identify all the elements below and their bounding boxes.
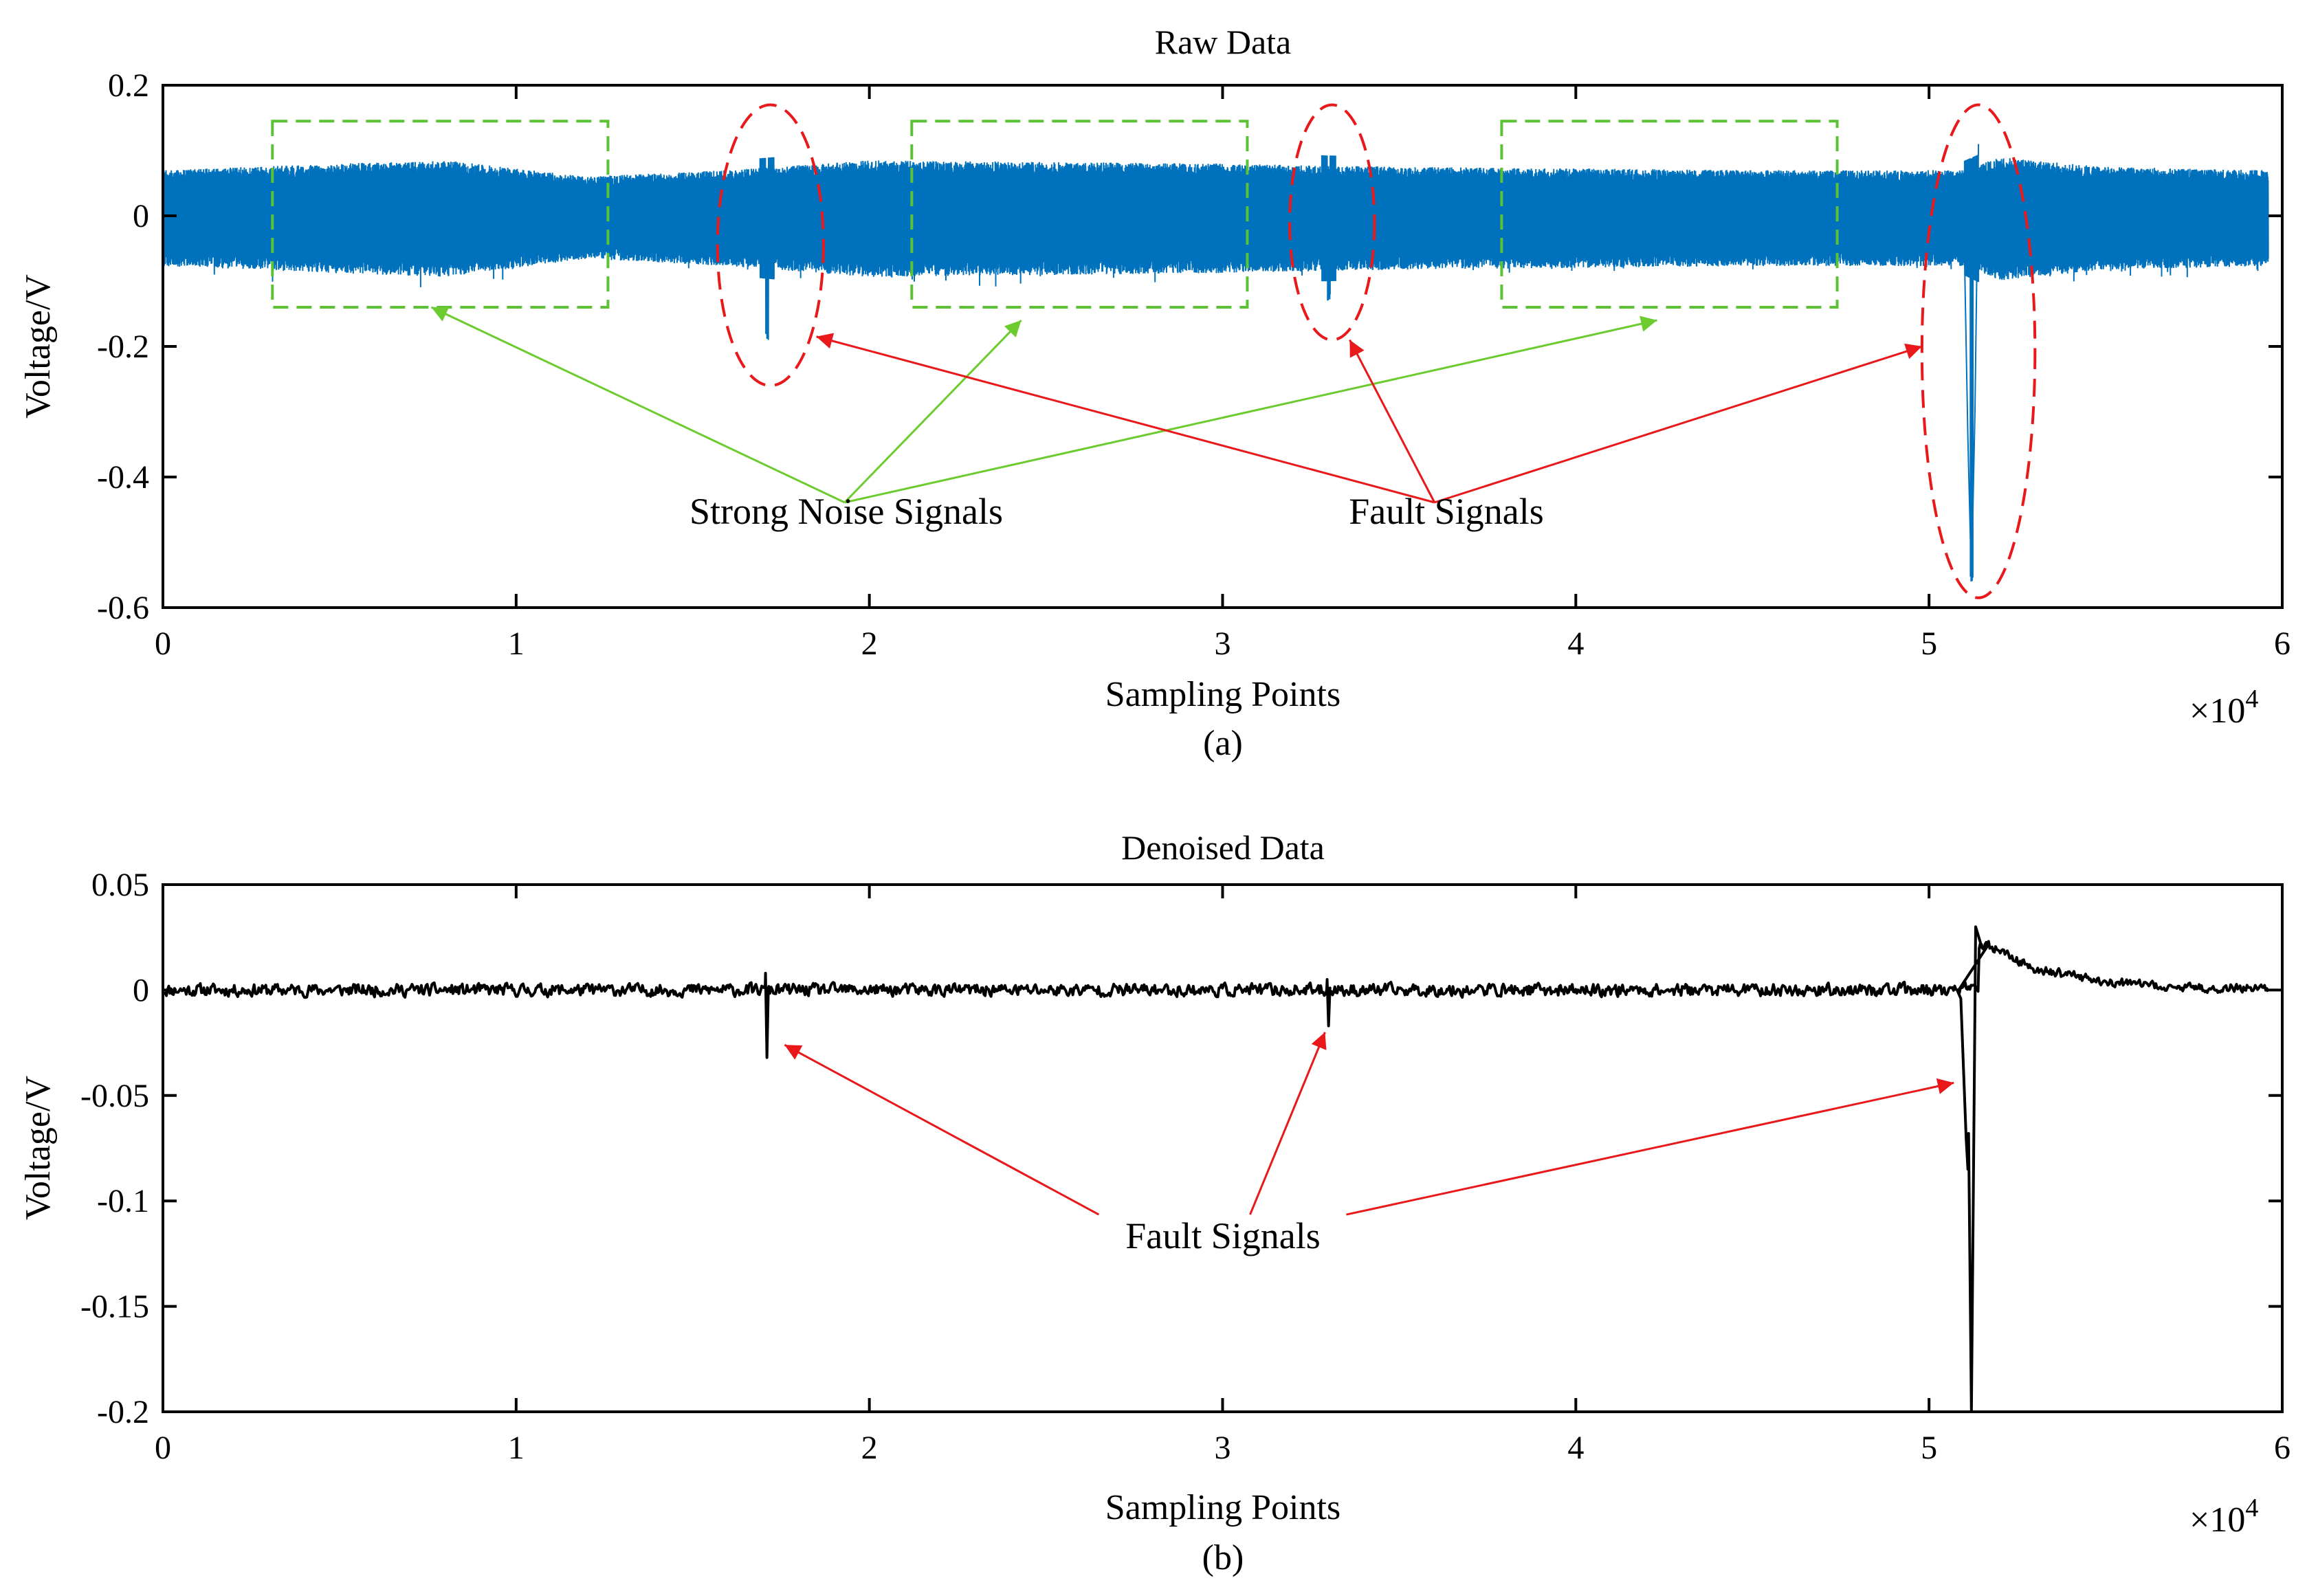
- panel-a-x-axis-label: Sampling Points: [1105, 675, 1340, 714]
- panel-b-title: Denoised Data: [1121, 828, 1325, 867]
- x-tick-label: 2: [861, 1430, 878, 1466]
- panel-b-x-multiplier: ×104: [2189, 1494, 2258, 1540]
- y-tick-label: -0.4: [97, 459, 149, 496]
- x-tick-label: 4: [1567, 625, 1584, 662]
- panel-b-ticks: [162, 883, 2284, 1413]
- panel-a-ticks: [162, 84, 2284, 609]
- panel-a: Raw Data 0 1 2 3 4 5 6 0.2 0 -0.2 -0.4 -0.6 Sampli…: [19, 23, 2291, 763]
- panel-a-y-axis-label: Voltage/V: [19, 274, 58, 419]
- x-tick-label: 6: [2274, 1430, 2291, 1466]
- panel-a-x-tick-labels: 0 1 2 3 4 5 6: [155, 625, 2291, 662]
- panel-a-x-multiplier: ×104: [2189, 685, 2258, 731]
- panel-b-y-axis-label: Voltage/V: [19, 1076, 58, 1220]
- x-tick-label: 6: [2274, 625, 2291, 662]
- fault-annotation-arrow: [784, 1043, 1100, 1216]
- panel-a-x-multiplier-exponent: 4: [2245, 685, 2258, 713]
- panel-b-x-tick-labels: 0 1 2 3 4 5 6: [155, 1430, 2291, 1466]
- y-tick-label: 0.2: [108, 67, 149, 104]
- panel-a-annotation-fault: Fault Signals: [1349, 491, 1544, 532]
- y-tick-label: 0: [133, 198, 149, 234]
- fault-annotation-arrow: [1346, 1078, 1954, 1216]
- x-tick-label: 1: [508, 625, 525, 662]
- fault-annotation-arrow: [1249, 1032, 1327, 1215]
- noise-annotation-arrow: [843, 319, 1022, 504]
- panel-b-x-multiplier-base: ×10: [2189, 1500, 2245, 1540]
- x-tick-label: 1: [508, 1430, 525, 1466]
- panel-b-caption: (b): [1202, 1538, 1244, 1577]
- y-tick-label: -0.2: [97, 1394, 149, 1430]
- x-tick-label: 3: [1215, 1430, 1231, 1466]
- y-tick-label: -0.15: [80, 1289, 149, 1325]
- panel-b-y-tick-labels: 0.05 0 -0.05 -0.1 -0.15 -0.2: [80, 867, 149, 1430]
- fault-annotation-arrow: [816, 333, 1435, 504]
- panel-b-x-multiplier-exponent: 4: [2245, 1494, 2258, 1522]
- panel-b-axes-frame: [162, 883, 2284, 1413]
- fault-annotation-arrow: [1434, 343, 1923, 504]
- noise-annotation-arrow: [430, 306, 846, 504]
- fault-region-ellipse: [716, 103, 825, 387]
- fault-annotation-arrow: [1349, 339, 1436, 503]
- y-tick-label: -0.05: [80, 1078, 149, 1114]
- x-tick-label: 3: [1215, 625, 1231, 662]
- panel-a-title: Raw Data: [1155, 23, 1292, 61]
- x-tick-label: 2: [861, 625, 878, 662]
- panel-a-caption: (a): [1203, 724, 1243, 763]
- noise-annotation-arrow: [844, 315, 1657, 504]
- x-tick-label: 5: [1921, 625, 1937, 662]
- panel-b-x-axis-label: Sampling Points: [1105, 1488, 1340, 1527]
- y-tick-label: -0.2: [97, 329, 149, 365]
- noise-region-box: [1500, 120, 1839, 309]
- panel-b-annotation-fault: Fault Signals: [1125, 1215, 1321, 1256]
- panel-b-plot: [163, 925, 2270, 1412]
- panel-a-plot: [163, 103, 2269, 599]
- panel-a-annotation-arrows: [430, 306, 1923, 504]
- y-tick-label: 0: [133, 972, 149, 1008]
- x-tick-label: 5: [1921, 1430, 1937, 1466]
- panel-a-annotation-noise: Strong Noise Signals: [689, 491, 1003, 532]
- fault-region-ellipse: [1288, 103, 1376, 342]
- y-tick-label: -0.1: [97, 1183, 149, 1219]
- x-tick-label: 4: [1567, 1430, 1584, 1466]
- panel-a-x-multiplier-base: ×10: [2189, 691, 2245, 731]
- panel-a-raw-signal-line: [163, 144, 2269, 582]
- panel-b-denoised-signal-line: [163, 925, 2270, 1412]
- x-tick-label: 0: [155, 625, 171, 662]
- x-tick-label: 0: [155, 1430, 171, 1466]
- y-tick-label: 0.05: [91, 867, 149, 903]
- panel-a-y-tick-labels: 0.2 0 -0.2 -0.4 -0.6: [97, 67, 149, 626]
- y-tick-label: -0.6: [97, 590, 149, 626]
- panel-b: Denoised Data 0 1 2 3 4 5 6 0.05 0 -0.05 -0.1 -0.1…: [19, 828, 2291, 1577]
- panel-b-annotation-arrows: [784, 1032, 1954, 1216]
- noise-region-box: [910, 120, 1249, 309]
